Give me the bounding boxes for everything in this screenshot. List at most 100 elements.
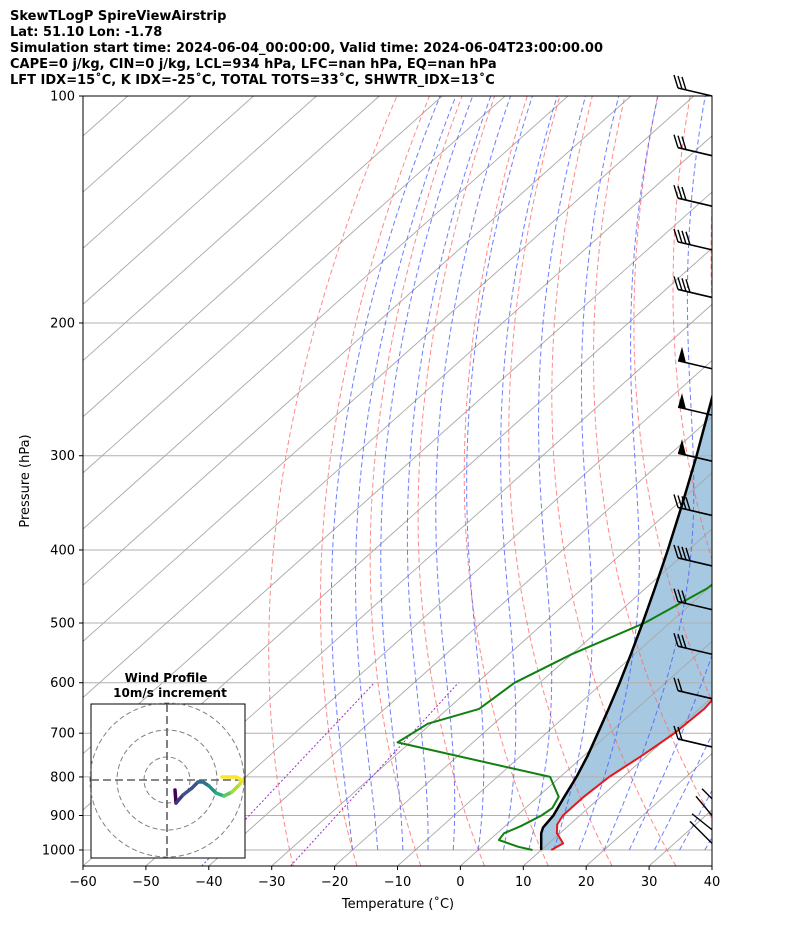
wind-barb-staff (677, 506, 713, 517)
moist-adiabat (380, 96, 474, 850)
x-tick-label: 0 (456, 875, 464, 890)
wind-barb-flag (673, 588, 679, 602)
y-tick-label: 900 (50, 809, 75, 824)
wind-barb-staff (701, 788, 713, 800)
dry-adiabat (417, 96, 496, 866)
chart-title: SkewTLogP SpireViewAirstrip (10, 9, 227, 24)
mixing-ratio-line (290, 682, 459, 866)
series-layer (396, 392, 712, 851)
x-tick-label: −40 (195, 875, 222, 890)
dry-adiabat (508, 96, 613, 866)
y-tick-label: 600 (50, 676, 75, 691)
x-tick-label: 40 (704, 875, 721, 890)
moist-adiabat (500, 96, 558, 851)
wind-barb-staff (677, 689, 713, 700)
wind-barb-staff (677, 738, 713, 748)
wind-barb (673, 544, 713, 567)
wind-barb-flag (673, 494, 679, 508)
wind-barb-flag (673, 725, 679, 740)
wind-barb (673, 276, 713, 299)
wind-barb (673, 725, 713, 748)
wind-barb (677, 393, 713, 416)
moist-adiabat (355, 96, 457, 851)
dry-adiabat (592, 96, 712, 820)
inset-subtitle: 10m/s increment (113, 686, 227, 700)
wind-barb-staff (689, 820, 713, 844)
wind-barb-flag (677, 678, 683, 692)
wind-barb-staff (677, 557, 713, 567)
inset-frame (90, 703, 246, 859)
moist-adiabat (406, 96, 492, 850)
dry-adiabat (710, 199, 712, 310)
dewpoint-line (396, 583, 712, 851)
moist-adiabat (466, 96, 533, 851)
wind-barb-flag (677, 277, 683, 291)
isotherm (775, 96, 794, 866)
isotherm (83, 96, 254, 249)
wind-barb (673, 677, 713, 700)
wind-barb-pennant (678, 439, 686, 456)
wind-barb-flag (677, 135, 683, 149)
hodograph-segment (174, 793, 185, 805)
wind-barb-flag (677, 545, 683, 560)
wind-barb-flag (681, 590, 687, 604)
wind-barb (677, 346, 713, 370)
isotherm (460, 640, 712, 866)
y-tick-label: 100 (50, 90, 75, 105)
wind-barb-flag (677, 633, 683, 648)
wind-barb-flag (673, 74, 679, 89)
dry-adiabat (784, 96, 794, 866)
isotherm (83, 96, 380, 362)
wind-barb-staff (691, 813, 713, 831)
wind-barb-staff (677, 288, 713, 299)
x-tick-label: −60 (69, 875, 96, 890)
dry-adiabat (369, 96, 463, 866)
thermo-indices: LFT IDX=15˚C, K IDX=-25˚C, TOTAL TOTS=33… (10, 73, 495, 88)
isotherm (145, 359, 712, 866)
wind-barb-staff (695, 795, 713, 816)
wind-barb-flag (673, 633, 679, 647)
wind-barb-flag (681, 76, 687, 91)
isotherm (83, 96, 443, 418)
moist-adiabat (330, 96, 441, 851)
moist-adiabat (553, 96, 620, 851)
wind-barb-staff (677, 87, 713, 97)
cape-shading (541, 397, 712, 850)
wind-barb-staff (677, 600, 713, 611)
y-tick-label: 200 (50, 316, 75, 331)
location-label: Lat: 51.10 Lon: -1.78 (10, 25, 163, 40)
moist-adiabat (528, 96, 587, 851)
hodograph-segment (181, 786, 194, 797)
dry-adiabat (463, 96, 549, 866)
isotherm (711, 865, 712, 866)
x-tick-label: −50 (132, 875, 159, 890)
isotherm (83, 96, 695, 642)
isotherm (83, 96, 506, 474)
wind-barb-flag (681, 186, 687, 201)
grid-layer (83, 96, 794, 866)
moist-adiabat (679, 789, 712, 851)
moist-adiabat (653, 733, 712, 851)
wind-barb-flag (685, 231, 691, 245)
wind-barb (673, 134, 713, 157)
x-tick-label: 20 (578, 875, 595, 890)
moist-adiabat (578, 96, 659, 851)
dry-adiabat (748, 96, 794, 866)
time-label: Simulation start time: 2024-06-04_00:00:… (10, 41, 603, 56)
isotherm (334, 528, 712, 866)
wind-barb (673, 228, 713, 251)
moist-adiabat (628, 653, 712, 851)
isotherm (208, 416, 712, 866)
dry-adiabat (551, 96, 677, 866)
isotherm (83, 96, 317, 305)
y-tick-label: 400 (50, 543, 75, 558)
wind-barb-pennant (678, 393, 686, 410)
wind-barb (673, 588, 713, 611)
x-tick-label: −30 (258, 875, 285, 890)
wind-profile-inset: Wind Profile 10m/s increment (89, 671, 246, 859)
wind-barb-staff (677, 241, 713, 251)
wind-barb-flag (685, 497, 691, 511)
cape-fill-layer (541, 397, 712, 850)
